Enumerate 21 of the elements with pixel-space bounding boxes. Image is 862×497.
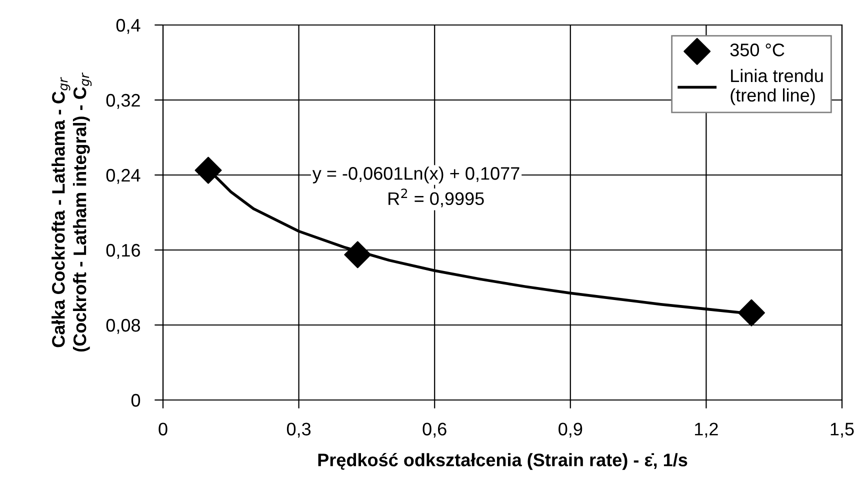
x-tick-label: 1,5 (830, 422, 854, 438)
y-tick-label: 0,32 (106, 94, 140, 109)
x-tick-label: 0 (158, 422, 168, 436)
y-tick-label: 0 (131, 394, 140, 407)
point (194, 156, 222, 184)
y-tick-label: 0,08 (106, 318, 140, 334)
y-tick-label: 0,16 (106, 244, 140, 259)
annotation: R$^{2}$ = 0,9995 (388, 188, 484, 208)
point (344, 241, 372, 268)
x-tick-label: 0,6 (422, 422, 446, 438)
y-tick-label: 0,4 (116, 18, 140, 34)
legend-label: Linia trendu (trend line) (730, 68, 823, 106)
x-tick-label: 0,9 (558, 422, 582, 438)
point (738, 299, 765, 326)
annotation: y = -0,0601Ln(x) + 0,1077 (312, 166, 520, 184)
x-axis-title: Prędkość odkształcenia (Strain rate) - ε̇, 1/s (318, 452, 688, 470)
y-axis-title: Całka Cockrofta - Lathama - C$_{gr}$ (Cockroft - Latham integral) - C$_{gr}$ (52, 72, 92, 352)
x-tick-label: 1,2 (695, 422, 718, 438)
legend-label: 350 °C (730, 44, 784, 56)
x-tick-label: 0,3 (286, 422, 311, 438)
y-tick-label: 0,24 (106, 168, 140, 184)
